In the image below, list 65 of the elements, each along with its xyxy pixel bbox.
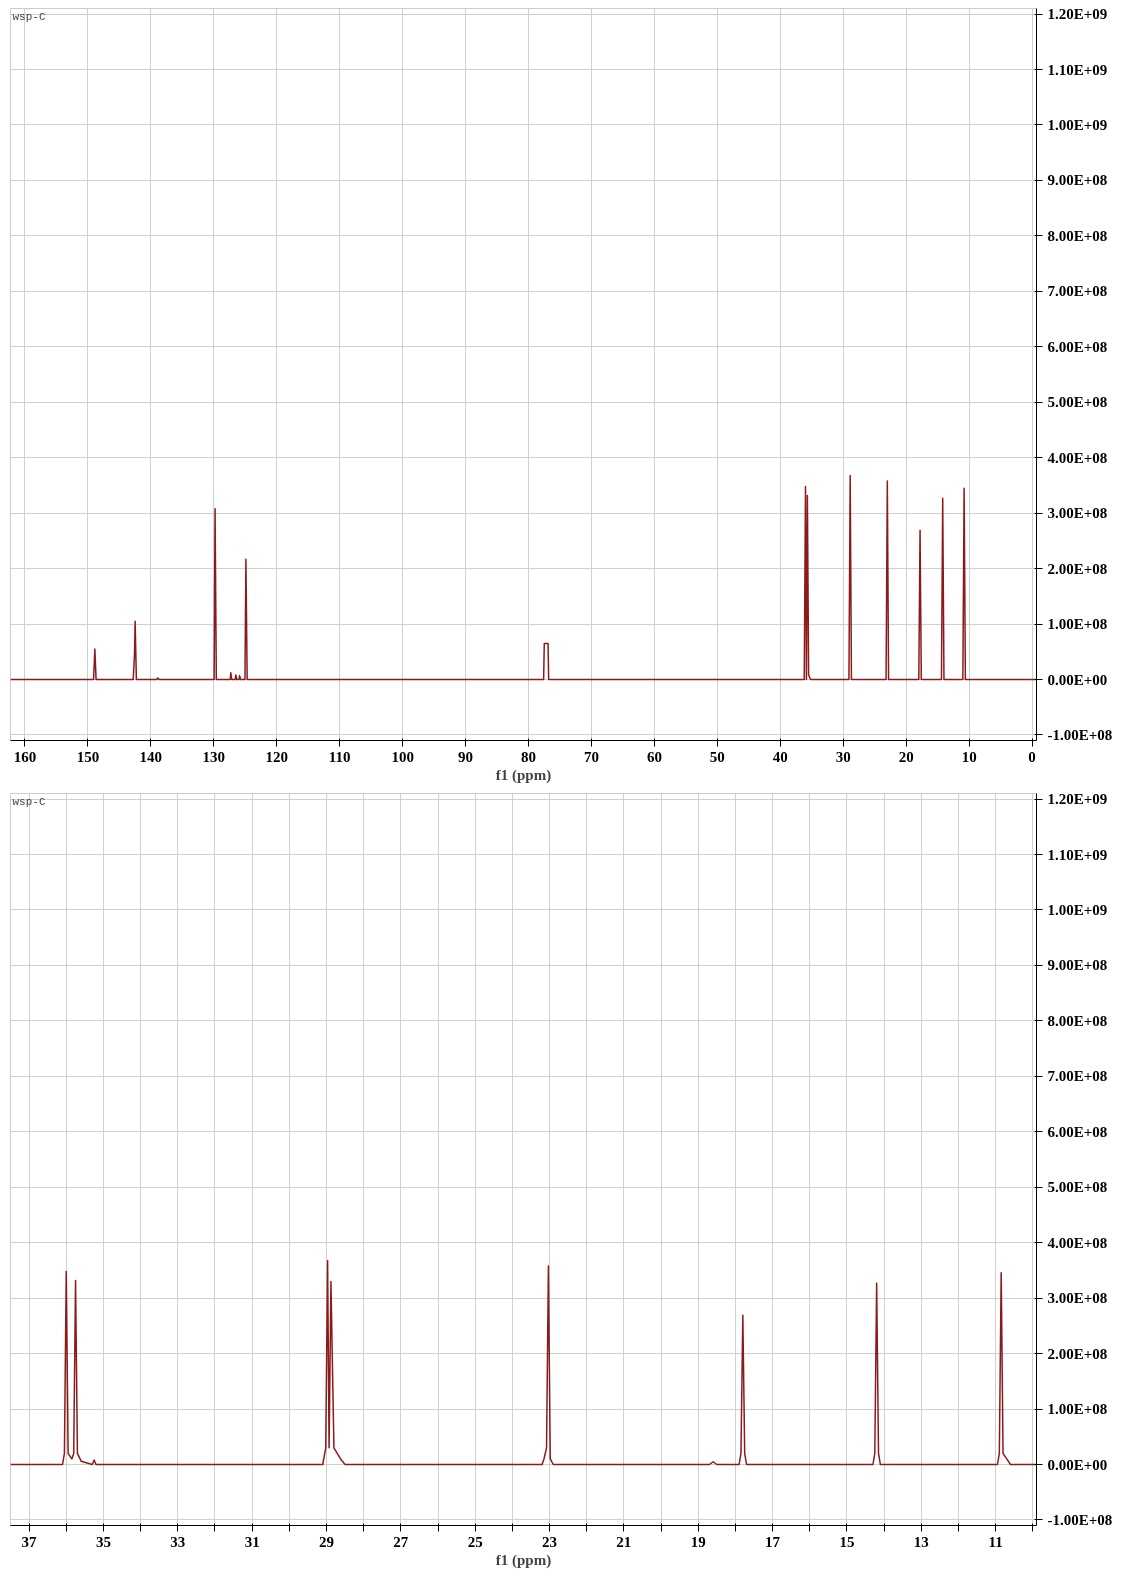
y-tick-label: 1.20E+09	[1047, 6, 1108, 23]
x-tick-label: 35	[95, 1533, 111, 1550]
x-tick-label: 13	[913, 1533, 929, 1550]
x-tick-label: 23	[542, 1533, 558, 1550]
y-tick-label: 9.00E+08	[1047, 172, 1108, 189]
x-axis-title: f1 (ppm)	[495, 766, 552, 784]
x-tick-label: 37	[21, 1533, 38, 1550]
x-tick-label: 29	[318, 1533, 334, 1550]
y-tick-label: 4.00E+08	[1047, 1234, 1108, 1251]
y-tick-label: 6.00E+08	[1047, 1123, 1108, 1140]
y-tick-label: -1.00E+08	[1047, 1511, 1113, 1528]
x-tick-label: 140	[139, 748, 163, 765]
x-tick-label: 20	[898, 748, 914, 765]
y-tick-label: 1.20E+09	[1047, 791, 1108, 808]
line-series	[10, 474, 1037, 681]
y-tick-label: 6.00E+08	[1047, 338, 1108, 355]
y-tick-label: 3.00E+08	[1047, 505, 1108, 522]
x-tick-label: 110	[328, 748, 351, 765]
y-tick-label: 4.00E+08	[1047, 449, 1108, 466]
x-tick-label: 15	[839, 1533, 855, 1550]
annotation: wsp-C	[12, 795, 46, 808]
y-tick-label: 3.00E+08	[1047, 1290, 1108, 1307]
y-tick-label: 1.10E+09	[1047, 846, 1108, 863]
y-tick-label: 8.00E+08	[1047, 1012, 1108, 1029]
y-tick-label: 1.00E+09	[1047, 901, 1108, 918]
y-tick-label: 0.00E+00	[1047, 1456, 1108, 1473]
y-tick-label: -1.00E+08	[1047, 726, 1113, 743]
x-tick-label: 80	[521, 748, 537, 765]
x-tick-label: 0	[1028, 748, 1036, 765]
x-tick-label: 27	[393, 1533, 409, 1550]
x-tick-label: 21	[616, 1533, 632, 1550]
y-tick-label: 7.00E+08	[1047, 283, 1108, 300]
x-tick-label: 31	[244, 1533, 260, 1550]
x-tick-label: 17	[765, 1533, 781, 1550]
y-tick-label: 7.00E+08	[1047, 1068, 1108, 1085]
y-tick-label: 9.00E+08	[1047, 957, 1108, 974]
x-tick-label: 60	[646, 748, 662, 765]
x-tick-label: 50	[709, 748, 725, 765]
x-tick-label: 120	[265, 748, 289, 765]
x-tick-label: 40	[772, 748, 788, 765]
x-tick-label: 11	[988, 1533, 1003, 1550]
line-series	[10, 1259, 1037, 1466]
x-tick-label: 90	[458, 748, 474, 765]
x-tick-label: 10	[961, 748, 977, 765]
x-tick-label: 130	[202, 748, 226, 765]
x-tick-label: 150	[76, 748, 100, 765]
y-tick-label: 1.00E+09	[1047, 116, 1108, 133]
x-tick-label: 25	[467, 1533, 483, 1550]
x-tick-label: 100	[391, 748, 414, 765]
x-tick-label: 70	[583, 748, 599, 765]
y-tick-label: 2.00E+08	[1047, 1345, 1108, 1362]
annotation: wsp-C	[12, 10, 46, 23]
x-tick-label: 19	[690, 1533, 706, 1550]
x-tick-label: 30	[835, 748, 851, 765]
y-tick-label: 5.00E+08	[1047, 1179, 1108, 1196]
x-axis-title: f1 (ppm)	[495, 1551, 552, 1569]
y-tick-label: 1.00E+08	[1047, 616, 1108, 633]
x-tick-label: 160	[13, 748, 37, 765]
x-tick-label: 33	[170, 1533, 186, 1550]
y-tick-label: 1.10E+09	[1047, 61, 1108, 78]
y-tick-label: 0.00E+00	[1047, 671, 1108, 688]
y-tick-label: 5.00E+08	[1047, 394, 1108, 411]
y-tick-label: 1.00E+08	[1047, 1401, 1108, 1418]
y-tick-label: 8.00E+08	[1047, 227, 1108, 244]
y-tick-label: 2.00E+08	[1047, 560, 1108, 577]
